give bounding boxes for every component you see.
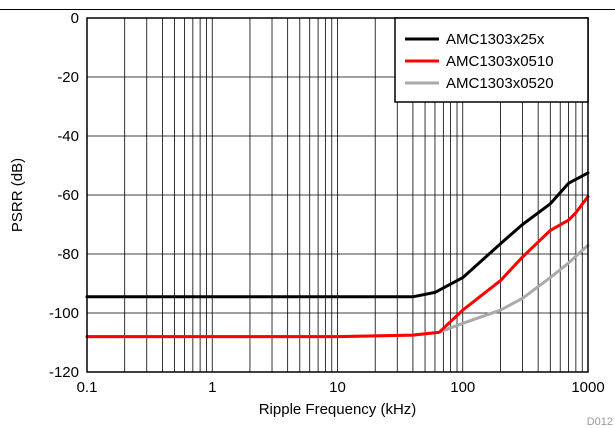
x-tick-label: 1 [208, 379, 216, 396]
data-series [85, 171, 590, 339]
y-tick-label: -80 [57, 246, 79, 263]
y-tick-label: -60 [57, 187, 79, 204]
y-tick-labels: 0 -20 -40 -60 -80 -100 -120 [49, 10, 79, 381]
figure-id: D012 [587, 416, 613, 428]
series-line [85, 171, 590, 299]
legend: AMC1303x25x AMC1303x0510 AMC1303x0520 [394, 17, 589, 103]
x-tick-labels: 0.1 1 10 100 1000 [77, 379, 605, 396]
x-tick-label: 0.1 [77, 379, 98, 396]
x-tick-label: 1000 [571, 379, 604, 396]
x-tick-label: 10 [329, 379, 346, 396]
series-line [85, 195, 590, 339]
y-tick-label: -40 [57, 128, 79, 145]
legend-label: AMC1303x25x [446, 31, 545, 48]
y-tick-label: -100 [49, 305, 79, 322]
legend-label: AMC1303x0510 [446, 53, 554, 70]
y-tick-label: 0 [71, 10, 79, 27]
y-tick-label: -20 [57, 69, 79, 86]
y-tick-label: -120 [49, 364, 79, 381]
x-tick-label: 100 [450, 379, 475, 396]
top-rule [0, 9, 615, 10]
x-axis-title: Ripple Frequency (kHz) [259, 401, 417, 418]
y-axis-title: PSRR (dB) [9, 158, 26, 232]
legend-label: AMC1303x0520 [446, 75, 554, 92]
plot-frame [86, 17, 589, 373]
